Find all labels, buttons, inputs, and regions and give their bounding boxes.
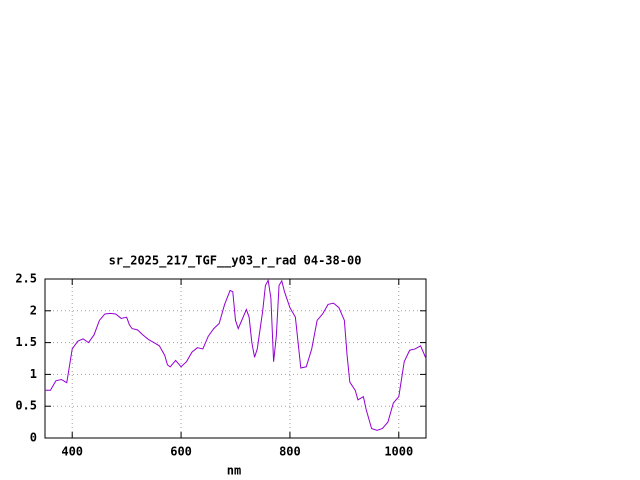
chart-title: sr_2025_217_TGF__y03_r_rad 04-38-00 (109, 254, 362, 269)
y-tick-label: 0 (30, 431, 37, 445)
data-line (45, 278, 427, 431)
plot-frame (44, 278, 427, 439)
x-tick-label: 600 (170, 445, 192, 459)
x-axis-label: nm (227, 464, 241, 478)
y-tick-label: 2.5 (15, 272, 37, 286)
x-tick-label: 800 (279, 445, 301, 459)
x-tick-label: 400 (61, 445, 83, 459)
y-tick-label: 2 (30, 303, 37, 317)
y-tick-label: 1.5 (15, 335, 37, 349)
y-tick-label: 0.5 (15, 399, 37, 413)
y-tick-label: 1 (30, 367, 37, 381)
x-tick-label: 1000 (384, 445, 413, 459)
